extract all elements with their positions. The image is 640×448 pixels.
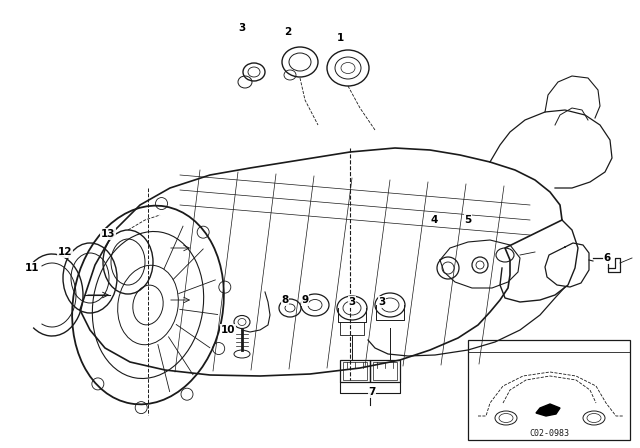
Text: 1: 1 — [337, 33, 344, 43]
Bar — [468, 340, 630, 440]
Text: 8: 8 — [282, 295, 289, 305]
Text: 6: 6 — [604, 253, 611, 263]
Bar — [343, 362, 367, 380]
Text: 5: 5 — [465, 215, 472, 225]
Text: 13: 13 — [100, 229, 115, 239]
Text: 11: 11 — [25, 263, 39, 273]
Text: 4: 4 — [430, 215, 438, 225]
Bar — [370, 360, 400, 382]
Text: C02-0983: C02-0983 — [529, 430, 569, 439]
Bar — [373, 362, 397, 380]
Text: 3: 3 — [378, 297, 386, 307]
Text: 12: 12 — [58, 247, 72, 257]
Text: 3: 3 — [238, 23, 246, 33]
Bar — [340, 360, 370, 382]
Text: 2: 2 — [284, 27, 292, 37]
Text: 9: 9 — [301, 295, 308, 305]
Text: 3: 3 — [348, 297, 356, 307]
Polygon shape — [536, 404, 560, 416]
Text: 7: 7 — [368, 387, 376, 397]
Text: 10: 10 — [221, 325, 236, 335]
